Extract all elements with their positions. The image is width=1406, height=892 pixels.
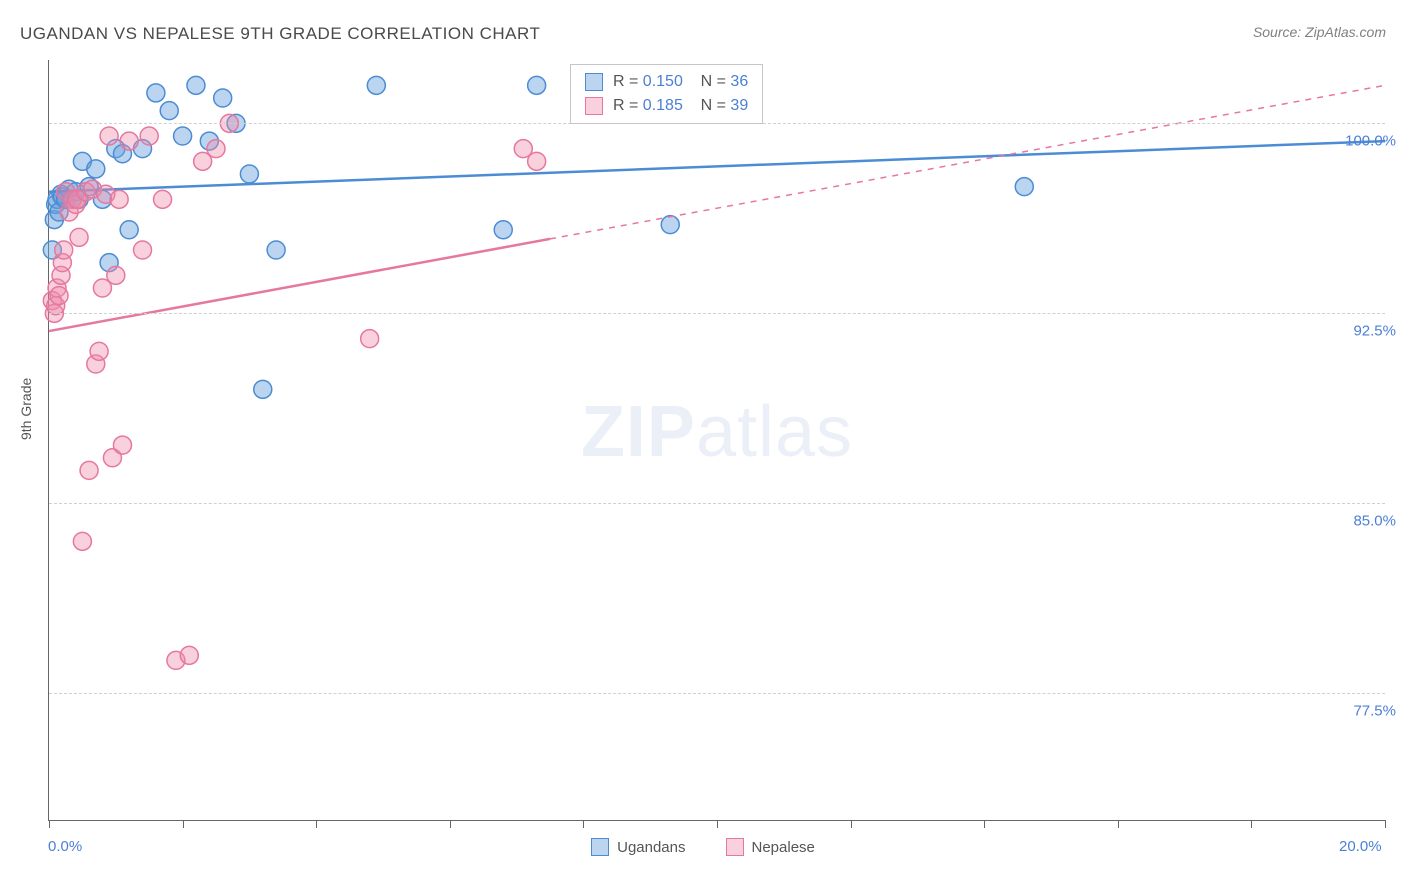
- scatter-point: [140, 127, 158, 145]
- legend-stat-text: R = 0.150 N = 36: [613, 73, 748, 91]
- scatter-point: [100, 127, 118, 145]
- legend-label: Nepalese: [752, 839, 815, 856]
- legend-stats-row: R = 0.150 N = 36: [585, 73, 748, 91]
- scatter-point: [70, 228, 88, 246]
- plot-svg: [49, 60, 1385, 820]
- scatter-point: [187, 76, 205, 94]
- scatter-point: [107, 266, 125, 284]
- y-axis-label: 9th Grade: [18, 378, 34, 440]
- scatter-point: [361, 330, 379, 348]
- gridline: [49, 503, 1385, 504]
- x-tick: [1251, 820, 1252, 828]
- x-tick: [583, 820, 584, 828]
- scatter-point: [207, 140, 225, 158]
- scatter-point: [528, 152, 546, 170]
- y-tick-label: 92.5%: [1353, 323, 1396, 340]
- scatter-point: [80, 461, 98, 479]
- x-tick: [717, 820, 718, 828]
- scatter-point: [154, 190, 172, 208]
- x-tick: [851, 820, 852, 828]
- scatter-point: [113, 436, 131, 454]
- y-tick-label: 85.0%: [1353, 513, 1396, 530]
- scatter-point: [1015, 178, 1033, 196]
- legend-swatch: [726, 838, 744, 856]
- legend-stat-text: R = 0.185 N = 39: [613, 97, 748, 115]
- scatter-point: [160, 102, 178, 120]
- legend-label: Ugandans: [617, 839, 685, 856]
- legend-swatch: [591, 838, 609, 856]
- scatter-point: [267, 241, 285, 259]
- scatter-point: [661, 216, 679, 234]
- gridline: [49, 693, 1385, 694]
- plot-area: ZIPatlas: [48, 60, 1385, 821]
- scatter-point: [50, 287, 68, 305]
- trend-line: [49, 239, 550, 331]
- scatter-point: [110, 190, 128, 208]
- y-tick-label: 77.5%: [1353, 703, 1396, 720]
- scatter-point: [120, 221, 138, 239]
- x-tick: [183, 820, 184, 828]
- scatter-point: [367, 76, 385, 94]
- scatter-point: [55, 241, 73, 259]
- x-tick: [984, 820, 985, 828]
- gridline: [49, 313, 1385, 314]
- chart-title: UGANDAN VS NEPALESE 9TH GRADE CORRELATIO…: [20, 24, 540, 44]
- scatter-point: [174, 127, 192, 145]
- scatter-point: [240, 165, 258, 183]
- x-tick-label: 0.0%: [48, 838, 82, 855]
- x-tick: [1385, 820, 1386, 828]
- scatter-point: [134, 241, 152, 259]
- scatter-point: [73, 532, 91, 550]
- legend-item: Nepalese: [726, 838, 815, 856]
- x-tick: [1118, 820, 1119, 828]
- legend-bottom: Ugandans Nepalese: [0, 838, 1406, 856]
- legend-stats-box: R = 0.150 N = 36 R = 0.185 N = 39: [570, 64, 763, 124]
- scatter-point: [528, 76, 546, 94]
- legend-swatch: [585, 97, 603, 115]
- legend-item: Ugandans: [591, 838, 685, 856]
- scatter-point: [180, 646, 198, 664]
- scatter-point: [254, 380, 272, 398]
- x-tick: [450, 820, 451, 828]
- x-tick-label: 20.0%: [1339, 838, 1382, 855]
- scatter-point: [87, 160, 105, 178]
- source-label: Source: ZipAtlas.com: [1253, 24, 1386, 40]
- y-tick-label: 100.0%: [1345, 133, 1396, 150]
- legend-swatch: [585, 73, 603, 91]
- scatter-point: [494, 221, 512, 239]
- scatter-point: [90, 342, 108, 360]
- legend-stats-row: R = 0.185 N = 39: [585, 97, 748, 115]
- x-tick: [49, 820, 50, 828]
- scatter-point: [147, 84, 165, 102]
- scatter-point: [214, 89, 232, 107]
- x-tick: [316, 820, 317, 828]
- scatter-point: [120, 132, 138, 150]
